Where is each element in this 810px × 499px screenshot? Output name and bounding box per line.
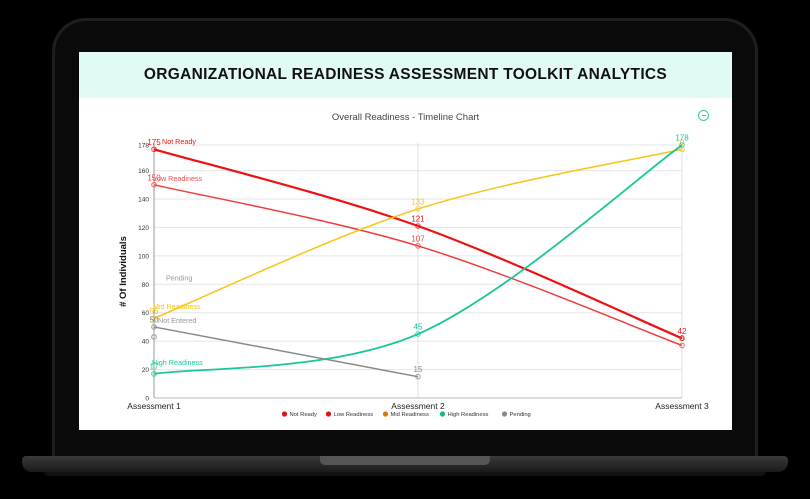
data-point[interactable] <box>151 181 157 188</box>
chart-title: Overall Readiness - Timeline Chart <box>331 112 480 123</box>
data-label: 56 <box>150 307 159 316</box>
data-label: 121 <box>411 215 425 224</box>
y-tick-label: 80 <box>142 282 150 289</box>
legend-item-low-readiness[interactable]: Low Readiness <box>325 411 374 418</box>
data-point[interactable] <box>415 243 421 249</box>
legend-label: High Readiness <box>448 412 489 418</box>
x-tick-label: Assessment 3 <box>655 401 709 411</box>
legend-marker-icon <box>382 411 389 417</box>
data-label: 0 <box>680 334 685 343</box>
data-point[interactable] <box>679 342 685 349</box>
data-point[interactable] <box>415 206 421 212</box>
data-label: 133 <box>411 197 425 206</box>
annotation-label: Not Entered <box>158 316 196 325</box>
x-tick-label: Assessment 1 <box>127 401 181 411</box>
header-banner: ORGANIZATIONAL READINESS ASSESSMENT TOOL… <box>79 52 732 98</box>
annotation-label: Pending <box>166 273 192 282</box>
series-line-low-readiness <box>153 184 683 347</box>
annotation-label: Not Ready <box>162 137 196 146</box>
y-tick-label: 60 <box>142 310 150 317</box>
legend-item-mid-readiness[interactable]: Mid Readiness <box>382 411 429 418</box>
y-tick-label: 140 <box>138 197 149 204</box>
laptop-base-foot <box>44 472 766 476</box>
y-tick-label: 178 <box>138 143 149 150</box>
data-label: 17 <box>150 362 159 371</box>
legend-label: Pending <box>510 412 531 418</box>
data-label: 150 <box>147 173 161 182</box>
legend-marker-icon <box>281 411 288 417</box>
annotation-label: High Readiness <box>152 358 203 367</box>
data-point[interactable] <box>679 142 685 148</box>
data-label: 178 <box>675 134 689 143</box>
data-point[interactable] <box>415 331 421 337</box>
y-tick-label: 160 <box>138 168 149 175</box>
y-tick-label: 0 <box>145 396 149 403</box>
series-line-high-readiness <box>153 144 683 375</box>
minus-circle-icon <box>701 114 706 117</box>
y-tick-label: 40 <box>142 339 150 346</box>
data-point[interactable] <box>151 315 157 322</box>
data-label: 45 <box>414 323 423 332</box>
data-label: 107 <box>411 234 425 243</box>
data-point[interactable] <box>679 335 685 342</box>
y-tick-label: 20 <box>142 367 150 374</box>
data-label: 175 <box>147 138 161 147</box>
legend-item-not-ready[interactable]: Not Ready <box>281 411 317 418</box>
annotation-label: Low Readiness <box>153 174 203 183</box>
data-point[interactable] <box>415 373 421 380</box>
data-point[interactable] <box>151 334 157 340</box>
x-tick-label: Assessment 2 <box>391 401 445 411</box>
legend-marker-icon <box>501 411 508 417</box>
line-chart: 0 20 40 60 80 100 120 140 160 178 Assessment 1 Asse… <box>118 134 709 419</box>
series-line-pending <box>153 326 419 378</box>
laptop-notch <box>320 456 490 465</box>
y-tick-label: 120 <box>138 225 149 232</box>
legend-marker-icon <box>439 411 446 417</box>
page-title: ORGANIZATIONAL READINESS ASSESSMENT TOOL… <box>143 66 668 83</box>
laptop-screen: ORGANIZATIONAL READINESS ASSESSMENT TOOL… <box>79 52 732 430</box>
legend-label: Mid Readiness <box>391 412 429 418</box>
collapse-chart-button[interactable] <box>698 110 709 121</box>
data-point[interactable] <box>415 223 421 229</box>
y-axis-label: # Of Individuals <box>118 236 129 307</box>
legend-label: Not Ready <box>290 412 317 418</box>
data-point[interactable] <box>151 146 157 153</box>
legend-item-high-readiness[interactable]: High Readiness <box>439 411 489 418</box>
data-point[interactable] <box>151 371 157 377</box>
data-point[interactable] <box>151 324 157 330</box>
data-label: 50 <box>150 315 159 324</box>
data-label: 15 <box>414 365 423 374</box>
series-line-not-ready <box>153 148 683 340</box>
annotation-label: Mid Readiness <box>153 302 201 311</box>
legend-marker-icon <box>325 411 332 417</box>
legend-label: Low Readiness <box>334 412 374 418</box>
legend-item-pending[interactable]: Pending <box>501 411 531 418</box>
y-tick-label: 100 <box>138 253 149 260</box>
series-line-mid-readiness <box>153 148 683 320</box>
data-label: 42 <box>678 327 687 336</box>
